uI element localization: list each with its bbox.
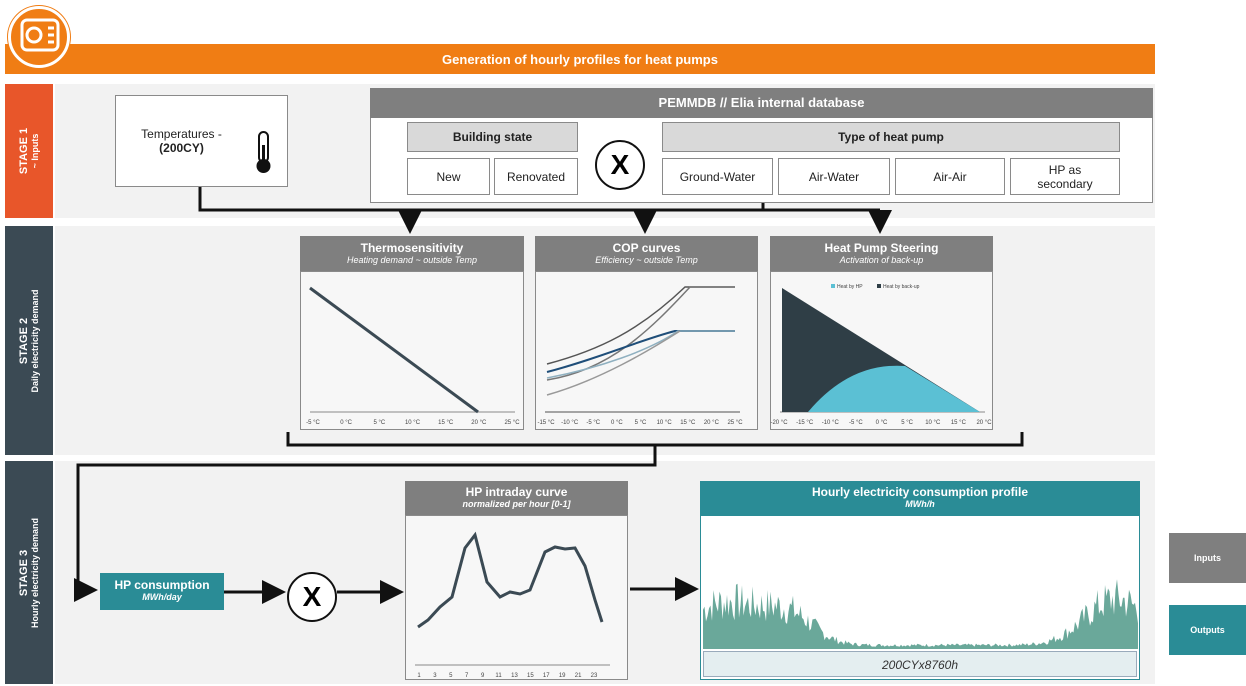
stage-title: STAGE 1: [18, 127, 30, 175]
option-box: New: [407, 158, 490, 195]
stage-label: STAGE 1 ~ Inputs: [5, 84, 53, 218]
legend-outputs: Outputs: [1169, 605, 1246, 655]
group-header: Building state: [407, 122, 578, 152]
panel-title: COP curves: [612, 241, 681, 255]
operator: X: [287, 572, 337, 622]
stage-title: STAGE 2: [18, 317, 30, 364]
stage-subtitle: Hourly electricity demand: [30, 517, 40, 628]
panel-subtitle: Efficiency ~ outside Temp: [595, 255, 698, 265]
header-bar: Generation of hourly profiles for heat p…: [5, 44, 1155, 74]
group-header: Type of heat pump: [662, 122, 1120, 152]
option-box: HP as secondary: [1010, 158, 1120, 195]
panel-header: HP intraday curve normalized per hour [0-…: [405, 481, 628, 515]
panel-title: HP intraday curve: [465, 485, 568, 499]
stage-title: STAGE 3: [18, 549, 30, 596]
panel-subtitle: Activation of back-up: [839, 255, 924, 265]
header-title: Generation of hourly profiles for heat p…: [442, 51, 718, 67]
option-box: Ground-Water: [662, 158, 773, 195]
panel-subtitle: MWh/h: [905, 499, 935, 509]
panel-title: Heat Pump Steering: [824, 241, 939, 255]
stage-label: STAGE 3 Hourly electricity demand: [5, 461, 53, 684]
panel-header: Heat Pump Steering Activation of back-up: [770, 236, 993, 271]
panel-title: Thermosensitivity: [360, 241, 464, 255]
temperatures-box: Temperatures - (200CY): [115, 95, 288, 187]
consumption-unit: MWh/day: [142, 592, 182, 602]
option-box: Air-Water: [778, 158, 890, 195]
option-box: Renovated: [494, 158, 578, 195]
panel-body: [300, 271, 524, 430]
legend-inputs: Inputs: [1169, 533, 1246, 583]
logo: [8, 6, 70, 68]
temperatures-label: Temperatures -: [141, 127, 222, 141]
panel-header: Thermosensitivity Heating demand ~ outsid…: [300, 236, 524, 271]
panel-body: [770, 271, 993, 430]
panel-title: Hourly electricity consumption profile: [811, 485, 1029, 499]
stage-label: STAGE 2 Daily electricity demand: [5, 226, 53, 455]
operator: X: [595, 140, 645, 190]
option-box: Air-Air: [895, 158, 1005, 195]
panel-body: [405, 515, 628, 680]
consumption-box: HP consumption MWh/day: [100, 573, 224, 610]
output-footer: 200CYx8760h: [703, 651, 1137, 677]
database-title: PEMMDB // Elia internal database: [370, 88, 1153, 118]
panel-header: Hourly electricity consumption profile MW…: [700, 481, 1140, 515]
panel-subtitle: normalized per hour [0-1]: [462, 499, 571, 509]
consumption-title: HP consumption: [114, 578, 210, 592]
stage-subtitle: Daily electricity demand: [30, 288, 40, 393]
panel-subtitle: Heating demand ~ outside Temp: [346, 255, 477, 265]
stage-subtitle: ~ Inputs: [30, 133, 40, 169]
panel-header: COP curves Efficiency ~ outside Temp: [535, 236, 758, 271]
temperatures-scenario: (200CY): [159, 141, 204, 155]
panel-body: [535, 271, 758, 430]
